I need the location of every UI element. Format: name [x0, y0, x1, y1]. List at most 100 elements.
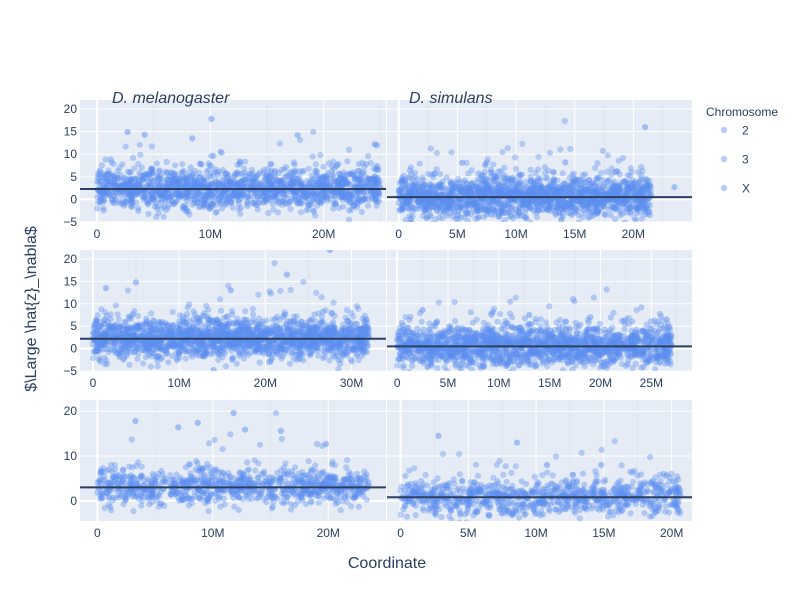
data-point [329, 164, 335, 170]
data-point [544, 175, 550, 181]
data-point [298, 201, 304, 207]
data-point [229, 308, 235, 314]
data-point [545, 207, 551, 213]
data-point [303, 194, 309, 200]
data-point [491, 177, 497, 183]
data-point [271, 260, 277, 266]
data-point [245, 203, 251, 209]
data-point [495, 169, 501, 175]
data-point [516, 171, 522, 177]
data-point [202, 198, 208, 204]
data-point [265, 210, 271, 216]
data-point [172, 162, 178, 168]
data-point [528, 184, 534, 190]
data-point [346, 217, 352, 223]
data-point [134, 176, 140, 182]
data-point [551, 169, 557, 175]
data-point [513, 166, 519, 172]
data-point [535, 154, 541, 160]
data-point [609, 171, 615, 177]
data-point [488, 169, 494, 175]
data-point [218, 308, 224, 314]
data-point [632, 197, 638, 203]
data-point [286, 185, 292, 191]
data-point [483, 176, 489, 182]
data-point [164, 159, 170, 165]
data-point [602, 212, 608, 218]
data-point [624, 202, 630, 208]
data-point [644, 185, 650, 191]
data-point [237, 158, 243, 164]
data-point [440, 178, 446, 184]
data-point [191, 308, 197, 314]
data-point-outlier [374, 142, 380, 148]
data-point [313, 290, 319, 296]
data-point [148, 310, 154, 316]
data-point [185, 304, 191, 310]
data-point [176, 189, 182, 195]
data-point [241, 356, 247, 362]
data-point [188, 177, 194, 183]
data-point [491, 212, 497, 218]
data-point [287, 361, 293, 367]
data-point [359, 209, 365, 215]
data-point [226, 172, 232, 178]
data-point [288, 206, 294, 212]
data-point [568, 183, 574, 189]
data-point [545, 198, 551, 204]
data-point [135, 208, 141, 214]
data-point [519, 141, 525, 147]
data-point [457, 191, 463, 197]
data-point [484, 182, 490, 188]
data-point [135, 161, 141, 167]
data-point [560, 170, 566, 176]
data-point [326, 357, 332, 363]
data-point [154, 160, 160, 166]
data-point [234, 181, 240, 187]
data-point [229, 179, 235, 185]
data-point [170, 309, 176, 315]
data-point [420, 177, 426, 183]
data-point [582, 210, 588, 216]
data-point [535, 207, 541, 213]
data-point [537, 199, 543, 205]
data-point [224, 313, 230, 319]
data-point [315, 352, 321, 358]
data-point [165, 205, 171, 211]
data-point [340, 204, 346, 210]
data-point [291, 314, 297, 320]
data-point [337, 361, 343, 367]
data-point [149, 191, 155, 197]
data-point [485, 156, 491, 162]
data-point [201, 179, 207, 185]
data-point [97, 168, 103, 174]
data-point [157, 172, 163, 178]
data-point [644, 205, 650, 211]
data-point [238, 171, 244, 177]
y-tick-label: 5 [70, 170, 77, 184]
y-tick-label: 15 [64, 125, 78, 139]
data-point [434, 150, 440, 156]
data-point [472, 199, 478, 205]
data-point [189, 196, 195, 202]
data-point [138, 190, 144, 196]
data-point [433, 189, 439, 195]
data-point [559, 215, 565, 221]
data-point [248, 193, 254, 199]
data-point [409, 214, 415, 220]
data-point [422, 207, 428, 213]
data-point [210, 153, 216, 159]
data-point [121, 175, 127, 181]
data-point [346, 147, 352, 153]
data-point [428, 146, 434, 152]
data-point [344, 307, 350, 313]
data-point [561, 180, 567, 186]
data-point [106, 191, 112, 197]
data-point [218, 149, 224, 155]
x-tick-label: 10M [199, 227, 222, 241]
data-point [366, 197, 372, 203]
data-point [137, 152, 143, 158]
data-point [567, 210, 573, 216]
data-point [458, 184, 464, 190]
